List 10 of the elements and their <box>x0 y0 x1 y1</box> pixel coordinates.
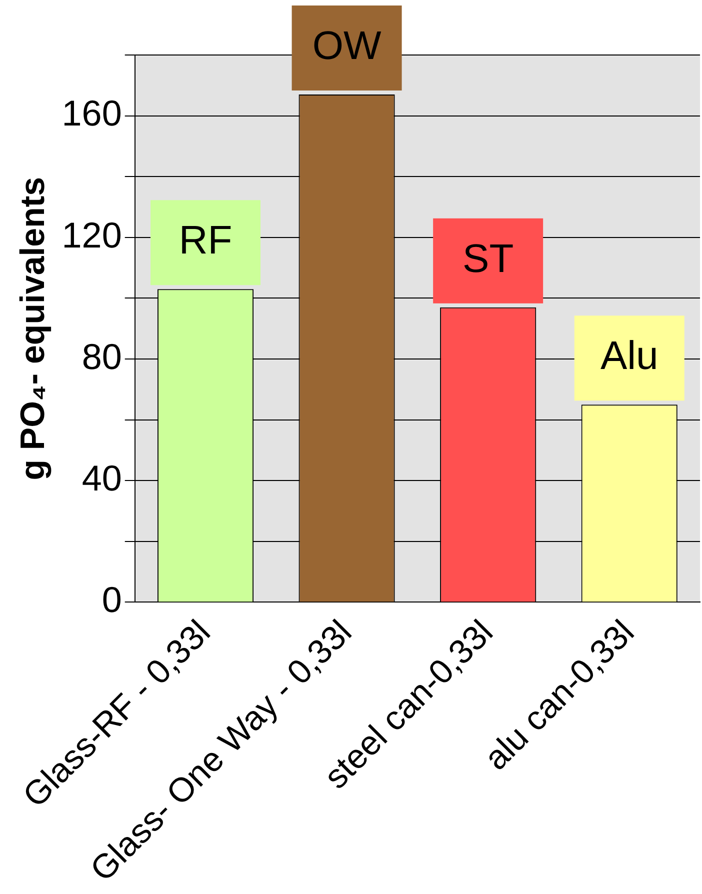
y-tick-label: 80 <box>82 336 122 377</box>
y-tick-label: 160 <box>62 92 122 134</box>
y-tick-label: 120 <box>62 214 122 256</box>
annotation: Alu <box>600 334 658 378</box>
y-axis-title: g PO₄- equivalents <box>14 176 52 480</box>
annotation: ST <box>462 236 514 281</box>
y-tick-label: 40 <box>82 458 122 499</box>
annotation: OW <box>312 24 382 68</box>
y-tick-label: 0 <box>102 579 122 620</box>
annotation: RF <box>178 218 232 263</box>
